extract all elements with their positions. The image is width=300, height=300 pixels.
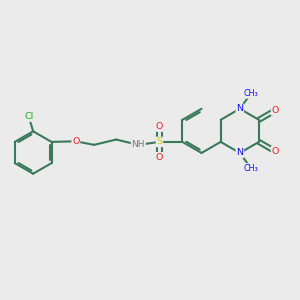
Text: Cl: Cl [24,112,33,121]
Text: O: O [272,106,279,115]
Text: O: O [156,122,163,131]
Text: N: N [236,104,243,113]
Text: CH₃: CH₃ [244,89,258,98]
Text: CH₃: CH₃ [244,164,258,173]
Text: S: S [157,137,163,146]
Text: O: O [272,147,279,156]
Text: NH: NH [131,140,145,149]
Text: N: N [236,148,243,158]
Text: O: O [72,137,80,146]
Text: O: O [156,153,163,162]
